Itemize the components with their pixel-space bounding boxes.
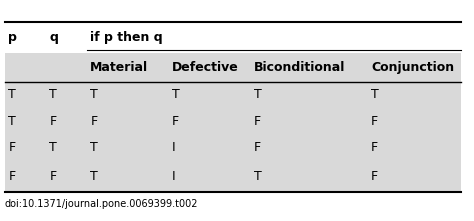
Bar [5, 82, 461, 108]
Text: Defective: Defective [172, 61, 239, 74]
Bar [5, 53, 461, 82]
Text: F: F [9, 141, 16, 154]
Text: F: F [49, 170, 56, 183]
Text: T: T [90, 88, 98, 101]
Text: T: T [254, 170, 262, 183]
Text: doi:10.1371/journal.pone.0069399.t002: doi:10.1371/journal.pone.0069399.t002 [5, 199, 198, 209]
Text: F: F [90, 115, 97, 128]
Bar [5, 108, 461, 134]
Text: F: F [371, 115, 378, 128]
Bar [5, 134, 461, 161]
Text: F: F [254, 115, 261, 128]
Text: Material: Material [90, 61, 148, 74]
Text: I: I [172, 170, 176, 183]
Text: if p then q: if p then q [90, 31, 163, 44]
Text: T: T [9, 115, 16, 128]
Text: T: T [9, 88, 16, 101]
Text: T: T [172, 88, 180, 101]
Text: q: q [49, 31, 58, 44]
Text: T: T [371, 88, 379, 101]
Text: T: T [49, 88, 57, 101]
Text: I: I [172, 141, 176, 154]
Text: F: F [172, 115, 179, 128]
Bar [5, 22, 461, 53]
Bar [5, 161, 461, 192]
Text: Biconditional: Biconditional [254, 61, 346, 74]
Text: F: F [9, 170, 16, 183]
Text: T: T [90, 141, 98, 154]
Text: F: F [371, 170, 378, 183]
Text: T: T [90, 170, 98, 183]
Text: p: p [9, 31, 17, 44]
Text: T: T [49, 141, 57, 154]
Text: T: T [254, 88, 262, 101]
Text: Conjunction: Conjunction [371, 61, 454, 74]
Text: F: F [49, 115, 56, 128]
Text: F: F [371, 141, 378, 154]
Text: F: F [254, 141, 261, 154]
